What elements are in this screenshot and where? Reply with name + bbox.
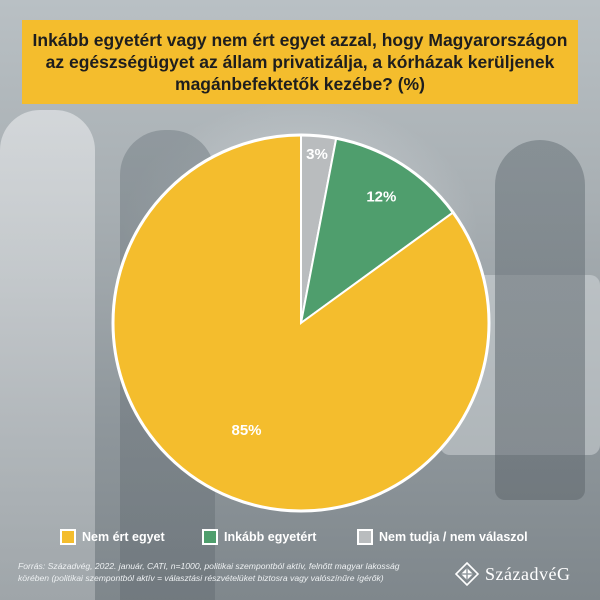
brand-logo: SzázadvéG [455, 562, 570, 586]
legend-label: Inkább egyetért [224, 530, 317, 544]
pie-data-label: 12% [366, 188, 396, 205]
legend-label: Nem ért egyet [82, 530, 165, 544]
legend-item-nem-ert-egyet: Nem ért egyet [60, 526, 165, 548]
pie-data-label: 85% [232, 422, 262, 439]
pie-slices [111, 133, 491, 513]
pie-labels: 3% 12% 85% [232, 146, 397, 439]
pie-data-label: 3% [306, 146, 328, 163]
logo-text: SzázadvéG [485, 563, 571, 584]
source-note: Forrás: Századvég, 2022. január, CATI, n… [18, 561, 400, 583]
legend: Nem ért egyet Inkább egyetért Nem tudja … [0, 526, 600, 548]
legend-swatch-nem-ert-egyet [60, 529, 76, 545]
legend-swatch-nem-tudja [357, 529, 373, 545]
pie-outline [111, 133, 491, 513]
footer: Forrás: Századvég, 2022. január, CATI, n… [0, 556, 600, 600]
title-box: Inkább egyetért vagy nem ért egyet azzal… [22, 20, 578, 104]
legend-item-nem-tudja: Nem tudja / nem válaszol [357, 526, 528, 548]
legend-label: Nem tudja / nem válaszol [379, 530, 528, 544]
chart-title: Inkább egyetért vagy nem ért egyet azzal… [32, 30, 568, 94]
legend-item-inkabb-egyetert: Inkább egyetért [202, 526, 316, 548]
legend-swatch-inkabb-egyetert [202, 529, 218, 545]
diamond-logo-icon [455, 562, 479, 586]
